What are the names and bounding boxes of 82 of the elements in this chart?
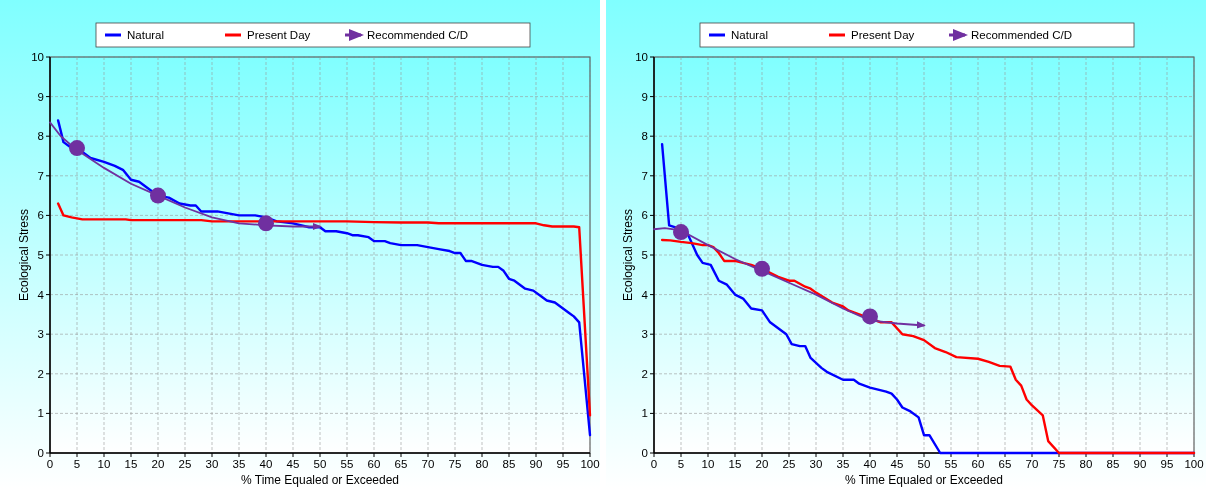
y-tick-label: 10: [31, 51, 44, 63]
x-tick-label: 0: [46, 458, 54, 470]
y-tick-label: 6: [641, 209, 648, 222]
point: [673, 224, 689, 241]
legend-label: Recommended C/D: [367, 29, 468, 41]
x-tick-label: 75: [448, 458, 462, 470]
x-tick-label: 80: [1079, 458, 1093, 470]
y-tick-label: 4: [37, 288, 45, 301]
y-tick-label: 3: [37, 328, 44, 341]
y-tick-label: 0: [37, 447, 44, 459]
point: [150, 187, 166, 204]
x-tick-label: 60: [971, 458, 985, 470]
y-axis-title: Ecological Stress: [17, 208, 31, 302]
point: [258, 215, 274, 232]
legend-label: Natural: [731, 29, 769, 41]
x-tick-label: 35: [836, 458, 850, 470]
x-tick-label: 85: [1106, 458, 1120, 470]
y-tick-label: 8: [641, 130, 648, 143]
x-tick-label: 15: [124, 458, 138, 470]
x-tick-label: 35: [232, 458, 246, 470]
legend-label: Present Day: [247, 29, 311, 41]
x-tick-label: 55: [944, 458, 958, 470]
y-tick-label: 10: [635, 51, 648, 63]
x-tick-label: 0: [650, 458, 658, 470]
x-tick-label: 30: [205, 458, 219, 470]
y-tick-label: 9: [37, 90, 44, 103]
line-series: [56, 202, 592, 417]
x-tick-label: 70: [1025, 458, 1039, 470]
y-tick-label: 2: [37, 367, 44, 380]
point: [754, 260, 770, 277]
x-tick-label: 5: [73, 458, 81, 470]
x-tick-label: 10: [97, 458, 111, 470]
x-tick-label: 90: [1133, 458, 1147, 470]
y-tick-label: 1: [641, 407, 648, 420]
y-axis-title: Ecological Stress: [621, 208, 635, 302]
y-tick-label: 9: [641, 90, 648, 103]
y-tick-label: 3: [641, 328, 648, 341]
y-tick-label: 5: [641, 249, 648, 261]
x-tick-label: 5: [677, 458, 685, 470]
point: [862, 308, 878, 325]
x-tick-label: 45: [890, 458, 904, 470]
x-tick-label: 40: [863, 458, 877, 470]
x-axis-title: % Time Equaled or Exceeded: [240, 473, 400, 487]
x-tick-label: 100: [580, 458, 600, 470]
legend-label: Natural: [127, 29, 165, 41]
x-tick-label: 15: [728, 458, 742, 470]
x-tick-label: 40: [259, 458, 273, 470]
y-tick-label: 2: [641, 367, 648, 380]
x-axis-title: % Time Equaled or Exceeded: [844, 473, 1004, 487]
y-tick-label: 7: [641, 169, 648, 182]
x-tick-label: 25: [178, 458, 192, 470]
x-tick-label: 80: [475, 458, 489, 470]
x-tick-label: 45: [286, 458, 300, 470]
x-tick-label: 25: [782, 458, 796, 470]
x-tick-label: 75: [1052, 458, 1066, 470]
y-tick-label: 8: [37, 130, 44, 143]
line-series: [56, 119, 592, 437]
x-tick-label: 100: [1184, 458, 1204, 470]
x-tick-label: 50: [313, 458, 327, 470]
x-tick-label: 70: [421, 458, 435, 470]
y-tick-label: 0: [641, 447, 648, 459]
x-tick-label: 10: [701, 458, 715, 470]
x-tick-label: 95: [1160, 458, 1174, 470]
x-tick-label: 30: [809, 458, 823, 470]
x-tick-label: 55: [340, 458, 354, 470]
x-tick-label: 65: [394, 458, 408, 470]
legend-label: Present Day: [851, 29, 915, 41]
y-tick-label: 6: [37, 209, 44, 222]
x-tick-label: 20: [755, 458, 769, 470]
legend-label: Recommended C/D: [971, 29, 1072, 41]
x-tick-label: 60: [367, 458, 381, 470]
y-tick-label: 4: [641, 288, 649, 301]
y-tick-label: 1: [37, 407, 44, 420]
x-tick-label: 85: [502, 458, 516, 470]
point: [69, 140, 85, 157]
y-tick-label: 7: [37, 169, 44, 182]
x-tick-label: 65: [998, 458, 1012, 470]
x-tick-label: 90: [529, 458, 543, 470]
x-tick-label: 50: [917, 458, 931, 470]
y-tick-label: 5: [37, 249, 44, 261]
x-tick-label: 20: [151, 458, 165, 470]
x-tick-label: 95: [556, 458, 570, 470]
